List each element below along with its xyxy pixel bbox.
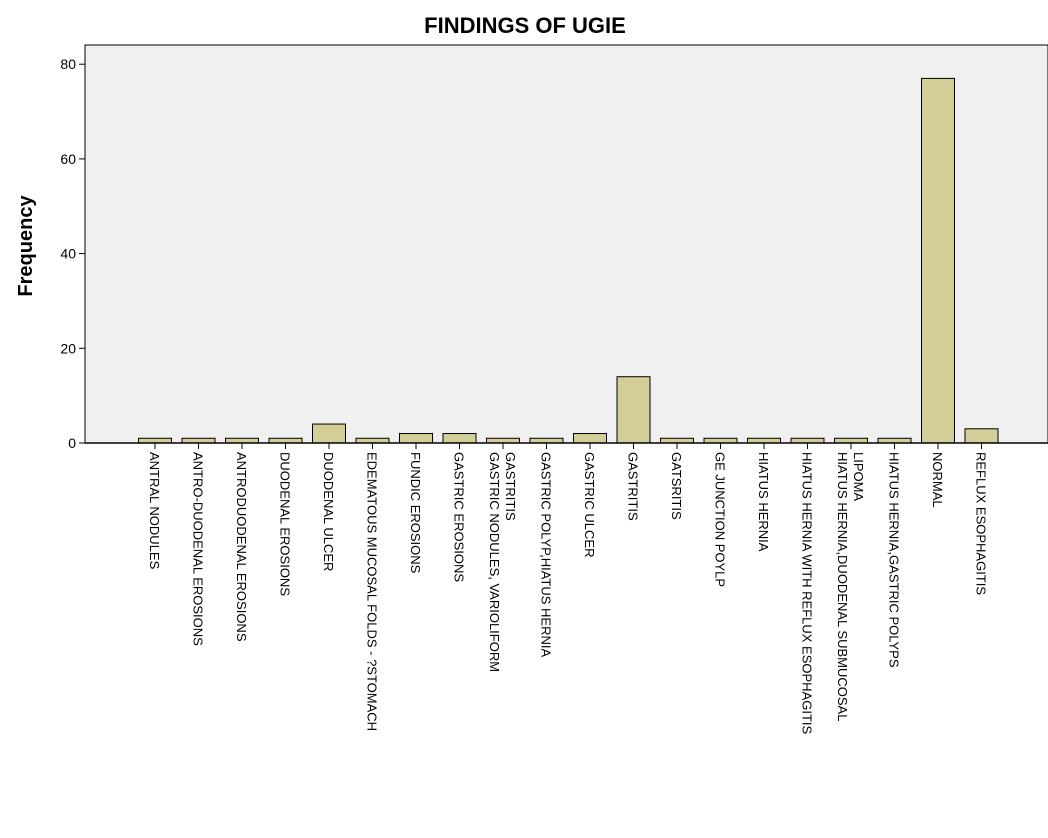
y-tick-label: 60 [60, 151, 76, 167]
y-tick-label: 20 [60, 340, 76, 356]
bars-layer [138, 77, 999, 444]
x-tick-label: GE JUNCTION POYLP [713, 452, 728, 587]
y-tick-label: 0 [68, 435, 76, 451]
x-tick-label: NORMAL [930, 452, 945, 508]
x-tick-label: LIPOMA [851, 452, 866, 501]
x-ticks: ANTRAL NODULES ANTRO-DUODENAL EROSIONS ANT… [147, 443, 989, 735]
x-tick-label: HIATUS HERNIA,GASTRIC POLYPS [887, 452, 902, 668]
x-tick-label: EDEMATOUS MUCOSAL FOLDS - ?STOMACH [365, 452, 380, 731]
x-tick-label: GASTRIC ULCER [582, 452, 597, 557]
x-tick-label: HIATUS HERNIA [756, 452, 771, 552]
bar [399, 433, 433, 444]
x-tick-label: GASTRITIS [503, 452, 518, 521]
x-tick-label: DUODENAL EROSIONS [278, 452, 293, 596]
y-ticks: 0 20 40 60 80 [60, 56, 85, 451]
bar [921, 77, 955, 444]
plot-area [84, 44, 1048, 444]
x-tick-label: FUNDIC EROSIONS [408, 452, 423, 574]
x-tick-label: REFLUX ESOPHAGITIS [974, 452, 989, 595]
bar [616, 376, 651, 444]
bar [573, 433, 607, 444]
chart-title: FINDINGS OF UGIE [424, 13, 626, 38]
x-tick-label: GASTRIC EROSIONS [452, 452, 467, 582]
x-tick-label: GASTRIC POLYP,HIATUS HERNIA [539, 452, 554, 657]
x-tick-label: ANTRODUODENAL EROSIONS [234, 452, 249, 642]
y-tick-label: 40 [60, 246, 76, 262]
x-tick-label: DUODENAL ULCER [321, 452, 336, 571]
x-tick-label: GATSRITIS [669, 452, 684, 520]
x-tick-label: ANTRO-DUODENAL EROSIONS [191, 452, 206, 646]
bar [964, 428, 999, 444]
x-tick-label: ANTRAL NODULES [147, 452, 162, 570]
y-axis-label: Frequency [15, 195, 37, 297]
x-tick-label: HIATUS HERNIA WITH REFLUX ESOPHAGITIS [800, 452, 815, 735]
x-tick-label: GASTRIC NODULES, VARIOLIFORM [487, 452, 502, 672]
x-tick-label: HIATUS HERNIA,DUODENAL SUBMUCOSAL [835, 452, 850, 721]
x-tick-label: GASTRITIS [626, 452, 641, 521]
bar [312, 423, 346, 444]
y-tick-label: 80 [60, 56, 76, 72]
bar [442, 433, 477, 444]
